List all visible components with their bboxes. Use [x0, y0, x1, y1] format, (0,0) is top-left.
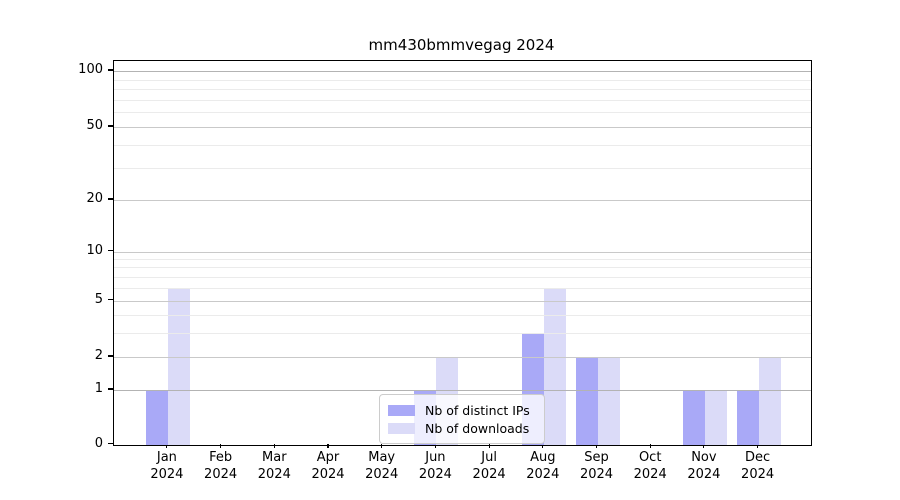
y-tick-label-2: 2	[94, 348, 103, 363]
x-tick-label-feb: Feb 2024	[204, 450, 238, 482]
legend-label-downloads: Nb of downloads	[425, 420, 530, 436]
gridline-minor-4	[114, 314, 811, 316]
legend-label-distinct-ips: Nb of distinct IPs	[425, 402, 530, 418]
bar-distinct-ips-dec	[736, 390, 759, 445]
x-tick-mar	[273, 444, 275, 448]
x-tick-jul	[488, 444, 490, 448]
gridline-5	[114, 300, 811, 302]
gridline-1	[114, 390, 811, 391]
x-tick-label-dec: Dec 2024	[741, 450, 775, 482]
legend: Nb of distinct IPs Nb of downloads	[379, 394, 545, 444]
y-tick-50	[108, 125, 113, 127]
x-tick-label-jun: Jun 2024	[418, 450, 452, 482]
gridline-20	[114, 200, 811, 201]
gridline-minor-9	[114, 259, 811, 260]
gridline-minor-70	[114, 99, 811, 101]
y-tick-label-100: 100	[78, 62, 103, 77]
x-tick-label-oct: Oct 2024	[633, 450, 667, 482]
x-tick-label-mar: Mar 2024	[257, 450, 291, 482]
y-tick-100	[108, 69, 113, 71]
legend-item-downloads: Nb of downloads	[388, 421, 536, 436]
y-tick-2	[108, 355, 113, 357]
x-tick-jun	[434, 444, 436, 448]
x-tick-oct	[649, 444, 651, 448]
x-tick-apr	[327, 444, 329, 448]
gridline-2	[114, 357, 811, 358]
gridline-minor-6	[114, 287, 811, 289]
x-tick-label-jan: Jan 2024	[150, 450, 184, 482]
y-tick-0	[108, 442, 113, 445]
gridline-100	[114, 71, 811, 72]
x-tick-may	[381, 444, 383, 448]
x-tick-feb	[220, 444, 222, 448]
gridline-minor-40	[114, 144, 811, 146]
y-tick-label-20: 20	[86, 191, 103, 206]
bar-distinct-ips-jan	[145, 390, 168, 445]
gridline-minor-60	[114, 112, 811, 114]
x-tick-jan	[166, 444, 168, 448]
bar-downloads-dec	[758, 357, 781, 445]
x-tick-label-aug: Aug 2024	[526, 450, 560, 482]
x-tick-label-nov: Nov 2024	[687, 450, 721, 482]
x-tick-sep	[595, 444, 598, 448]
gridline-minor-3	[114, 333, 811, 334]
x-tick-label-sep: Sep 2024	[579, 450, 614, 482]
y-tick-label-50: 50	[86, 118, 103, 133]
gridline-minor-7	[114, 276, 811, 278]
x-tick-aug	[542, 444, 544, 448]
y-tick-label-5: 5	[94, 291, 103, 307]
gridline-10	[114, 251, 811, 253]
y-tick-label-1: 1	[94, 381, 103, 396]
bar-downloads-aug	[543, 287, 566, 445]
y-tick-1	[108, 388, 113, 390]
chart-title: mm430bmmvegag 2024	[368, 36, 555, 54]
x-tick-label-may: May 2024	[365, 450, 399, 482]
gridline-minor-90	[114, 79, 811, 81]
legend-swatch-distinct-ips	[388, 404, 415, 416]
legend-swatch-downloads	[388, 422, 415, 434]
y-tick-label-10: 10	[86, 242, 103, 258]
x-tick-label-apr: Apr 2024	[311, 450, 345, 482]
x-tick-dec	[757, 444, 759, 448]
y-tick-20	[108, 198, 113, 200]
y-tick-5	[108, 298, 113, 301]
legend-item-distinct-ips: Nb of distinct IPs	[388, 403, 536, 418]
bar-distinct-ips-nov	[682, 390, 705, 445]
x-tick-label-jul: Jul 2024	[472, 450, 506, 482]
plot-area: Nb of distinct IPs Nb of downloads	[113, 60, 812, 446]
gridline-50	[114, 127, 811, 128]
x-tick-nov	[703, 444, 705, 448]
gridline-minor-30	[114, 167, 811, 169]
y-tick-label-0: 0	[94, 435, 103, 451]
bar-downloads-nov	[704, 390, 727, 445]
bar-downloads-sep	[597, 357, 620, 445]
bar-downloads-jan	[167, 287, 190, 445]
y-tick-10	[108, 249, 113, 252]
gridline-minor-80	[114, 89, 811, 90]
gridline-minor-8	[114, 267, 811, 269]
bar-distinct-ips-sep	[575, 357, 598, 445]
